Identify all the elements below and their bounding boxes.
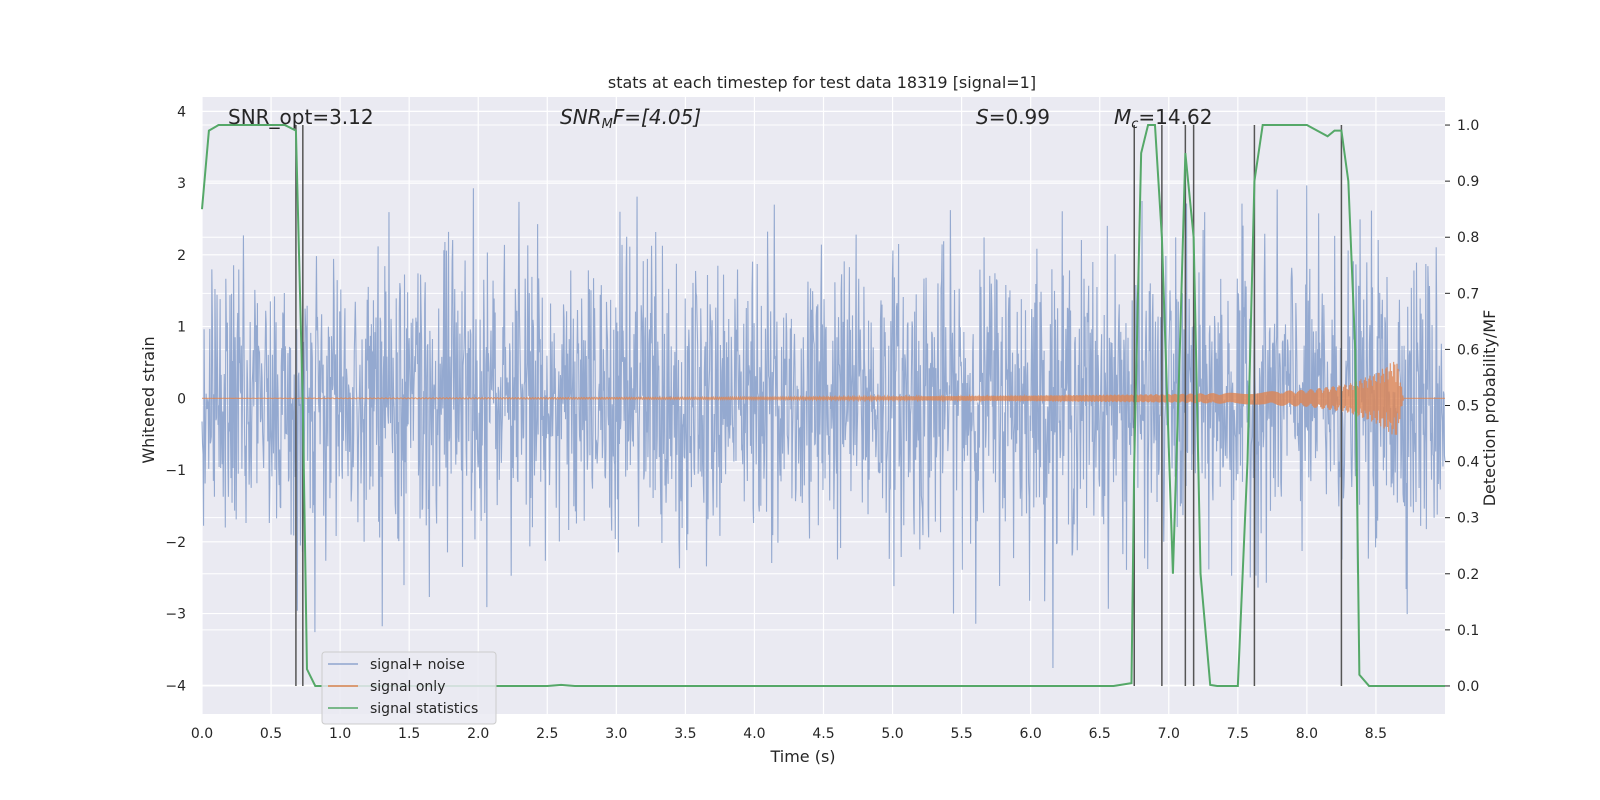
x-axis-ticks: 0.0 0.5 1.0 1.5 2.0 2.5 3.0 3.5 4.0 4.5 5.0 5.5 6.0 6… xyxy=(191,726,1387,742)
annotation-snr-mf: SNRMF=[4.05] xyxy=(560,105,701,132)
y-tick-label: −1 xyxy=(165,463,186,479)
legend-label-noise: signal+ noise xyxy=(370,657,465,673)
y-right-tick-label: 0.6 xyxy=(1457,342,1479,358)
x-tick-label: 4.5 xyxy=(812,726,834,742)
y-right-tick-label: 0.0 xyxy=(1457,679,1479,695)
y-right-tick-label: 0.9 xyxy=(1457,174,1479,190)
series-signal-only xyxy=(202,361,1445,435)
x-tick-label: 8.0 xyxy=(1296,726,1318,742)
y-tick-label: −4 xyxy=(165,678,186,694)
y-right-tick-label: 1.0 xyxy=(1457,118,1479,134)
y-tick-label: 0 xyxy=(177,391,186,407)
legend-label-statistics: signal statistics xyxy=(370,701,478,717)
legend: signal+ noise signal only signal statist… xyxy=(321,651,497,725)
y-tick-label: 2 xyxy=(177,248,186,264)
x-tick-label: 3.0 xyxy=(605,726,627,742)
x-axis-label: Time (s) xyxy=(769,747,835,766)
y-axis-label: Whitened strain xyxy=(139,336,158,463)
legend-label-signal: signal only xyxy=(370,679,445,695)
y-tick-label: −3 xyxy=(165,607,186,623)
y-right-tick-label: 0.4 xyxy=(1457,455,1479,471)
x-tick-label: 3.5 xyxy=(674,726,696,742)
annotation-s: S=0.99 xyxy=(976,105,1050,129)
x-tick-label: 1.5 xyxy=(398,726,420,742)
x-tick-label: 7.5 xyxy=(1227,726,1249,742)
x-tick-label: 1.0 xyxy=(329,726,351,742)
annotation-snr-opt: SNR_opt=3.12 xyxy=(228,105,374,129)
y-tick-label: 3 xyxy=(177,176,186,192)
x-tick-label: 6.0 xyxy=(1020,726,1042,742)
series-signal-statistics xyxy=(201,124,1445,687)
x-tick-label: 0.0 xyxy=(191,726,213,742)
y-right-tick-label: 0.8 xyxy=(1457,230,1479,246)
y-axis-right-label: Detection probability/MF xyxy=(1480,310,1499,507)
y-right-tick-label: 0.2 xyxy=(1457,567,1479,583)
legend-box xyxy=(321,651,497,725)
x-tick-label: 6.5 xyxy=(1089,726,1111,742)
y-right-tick-label: 0.3 xyxy=(1457,511,1479,527)
x-tick-label: 2.5 xyxy=(536,726,558,742)
x-tick-label: 0.5 xyxy=(260,726,282,742)
y-right-tick-label: 0.5 xyxy=(1457,399,1479,415)
chart-title: stats at each timestep for test data 183… xyxy=(608,73,1036,92)
y-tick-label: 4 xyxy=(177,104,186,120)
x-tick-label: 2.0 xyxy=(467,726,489,742)
x-tick-label: 7.0 xyxy=(1158,726,1180,742)
signal-trace xyxy=(202,361,1445,435)
x-tick-label: 4.0 xyxy=(743,726,765,742)
y-tick-label: −2 xyxy=(165,535,186,551)
statistics-trace xyxy=(201,124,1445,687)
y-tick-label: 1 xyxy=(177,320,186,336)
y-axis-right-ticks: 1.0 0.9 0.8 0.7 0.6 0.5 0.4 0.3 0.2 0.1 0.0 xyxy=(1445,118,1479,695)
x-tick-label: 5.5 xyxy=(950,726,972,742)
x-tick-label: 8.5 xyxy=(1365,726,1387,742)
y-axis-left-ticks: 4 3 2 1 0 −1 −2 −3 −4 xyxy=(165,104,186,694)
annotation-mc: Mc=14.62 xyxy=(1114,105,1212,132)
x-tick-label: 5.0 xyxy=(881,726,903,742)
y-right-tick-label: 0.1 xyxy=(1457,623,1479,639)
y-right-tick-label: 0.7 xyxy=(1457,286,1479,302)
